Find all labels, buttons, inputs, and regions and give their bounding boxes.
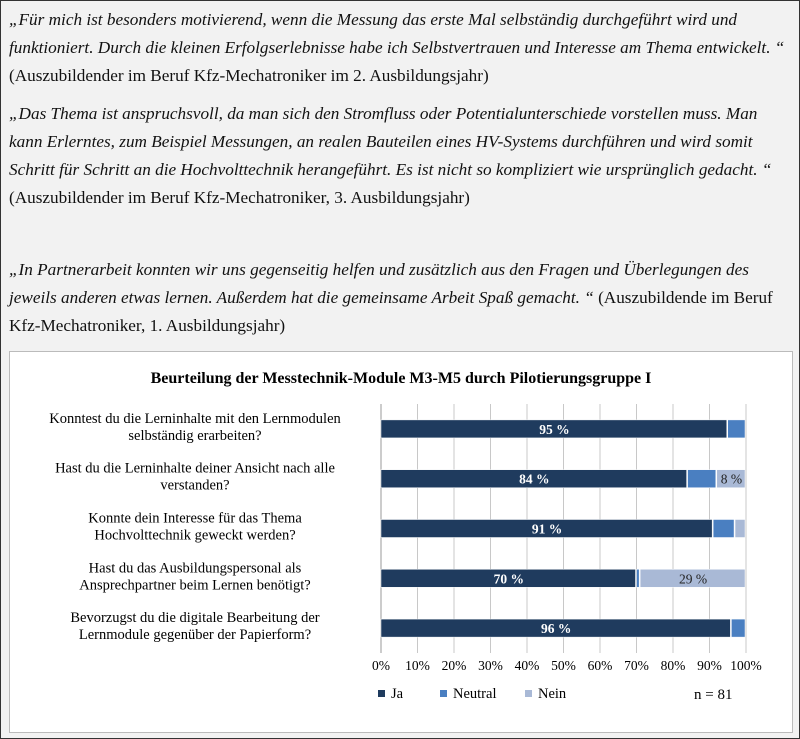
x-tick-label: 30% bbox=[478, 658, 503, 673]
data-label: 8 % bbox=[721, 472, 742, 487]
category-label: verstanden? bbox=[160, 478, 229, 494]
x-tick-label: 0% bbox=[372, 658, 390, 673]
data-label: 70 % bbox=[494, 571, 524, 586]
legend-swatch-nein bbox=[525, 690, 532, 697]
sample-size: n = 81 bbox=[694, 687, 732, 703]
bar-neutral bbox=[687, 469, 717, 488]
bar-ja bbox=[380, 569, 636, 588]
bar-ja bbox=[380, 618, 731, 638]
bar-nein bbox=[639, 569, 746, 588]
data-label: 95 % bbox=[539, 422, 569, 437]
category-label: Hast du das Ausbildungspersonal als bbox=[89, 560, 302, 576]
bar-neutral bbox=[727, 419, 746, 439]
x-tick-label: 20% bbox=[442, 658, 467, 673]
x-tick-label: 60% bbox=[588, 658, 613, 673]
legend-label: Neutral bbox=[453, 686, 496, 702]
category-label: Konnte dein Interesse für das Thema bbox=[88, 511, 302, 527]
x-tick-label: 70% bbox=[624, 658, 649, 673]
chart-title: Beurteilung der Messtechnik-Module M3-M5… bbox=[151, 370, 652, 387]
x-tick-label: 50% bbox=[551, 658, 576, 673]
data-label: 91 % bbox=[532, 522, 562, 537]
quote-1: „Für mich ist besonders motivierend, wen… bbox=[9, 10, 785, 85]
bar-ja bbox=[380, 519, 713, 538]
data-label: 29 % bbox=[679, 571, 707, 586]
category-label: Ansprechpartner beim Lernen benötigt? bbox=[79, 577, 311, 593]
quote-2: „Das Thema ist anspruchsvoll, da man sic… bbox=[9, 104, 772, 207]
legend-label: Nein bbox=[538, 686, 567, 702]
legend-swatch-ja bbox=[378, 690, 385, 697]
bar-ja bbox=[380, 419, 727, 439]
bar-neutral bbox=[712, 519, 735, 538]
bar-ja bbox=[380, 469, 687, 488]
bar-nein bbox=[734, 519, 746, 538]
legend-swatch-neutral bbox=[440, 690, 447, 697]
bar-neutral bbox=[731, 618, 746, 638]
category-label: Hast du die Lerninhalte deiner Ansicht n… bbox=[55, 461, 335, 477]
category-label: Hochvolttechnik geweckt werden? bbox=[94, 528, 295, 544]
quote-3: „In Partnerarbeit konnten wir uns gegens… bbox=[9, 260, 773, 335]
chart-svg: Beurteilung der Messtechnik-Module M3-M5… bbox=[49, 370, 762, 703]
data-label: 84 % bbox=[519, 472, 549, 487]
x-tick-label: 100% bbox=[730, 658, 762, 673]
x-tick-label: 80% bbox=[661, 658, 686, 673]
x-tick-label: 10% bbox=[405, 658, 430, 673]
bar-nein bbox=[716, 469, 746, 488]
x-tick-label: 90% bbox=[697, 658, 722, 673]
bar-neutral bbox=[636, 569, 640, 588]
category-label: selbständig erarbeiten? bbox=[128, 428, 261, 444]
legend-label: Ja bbox=[391, 686, 404, 702]
data-label: 96 % bbox=[541, 621, 571, 636]
category-label: Konntest du die Lerninhalte mit den Lern… bbox=[49, 411, 341, 427]
category-label: Bevorzugst du die digitale Bearbeitung d… bbox=[70, 610, 319, 626]
x-tick-label: 40% bbox=[515, 658, 540, 673]
survey-chart: Beurteilung der Messtechnik-Module M3-M5… bbox=[9, 351, 793, 733]
category-label: Lernmodule gegenüber der Papierform? bbox=[79, 627, 311, 643]
